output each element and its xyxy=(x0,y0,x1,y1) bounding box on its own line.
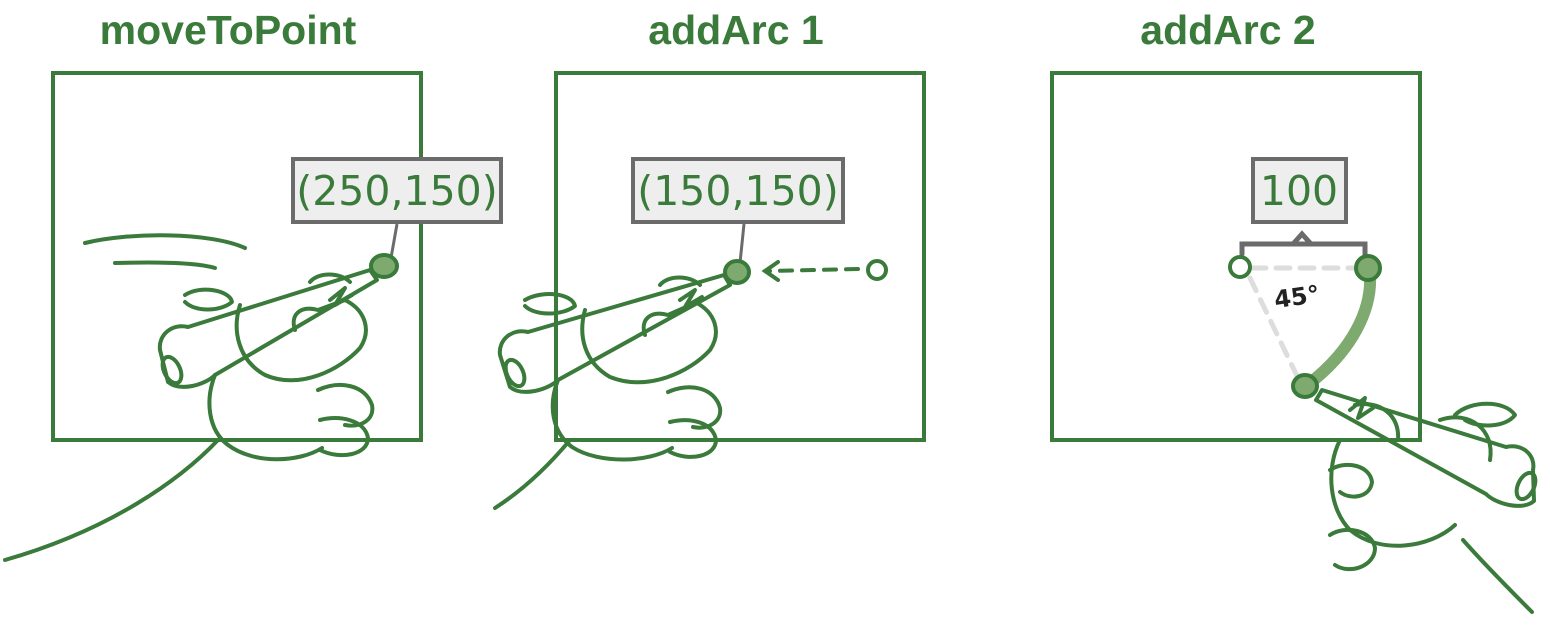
panel-move-to-point: moveToPoint (250,150) xyxy=(3,7,503,562)
arc-tangent-marker xyxy=(1354,254,1382,282)
radius-label: 100 xyxy=(1260,167,1338,215)
leader-line xyxy=(738,223,746,264)
coordinate-label-box xyxy=(291,157,503,224)
radius-label-box xyxy=(1251,157,1348,224)
coordinate-label: (250,150) xyxy=(296,167,498,215)
arc-start-marker xyxy=(1228,255,1252,279)
hand-drawing-icon xyxy=(3,268,379,562)
construction-lines xyxy=(1247,265,1358,381)
drawn-arc xyxy=(1304,269,1377,389)
coordinate-label-box xyxy=(631,157,845,224)
point-marker xyxy=(723,259,751,285)
leader-line xyxy=(389,223,399,259)
motion-lines xyxy=(83,233,247,270)
angle-label: 45° xyxy=(1272,280,1321,314)
point-marker xyxy=(369,253,399,279)
panel-title-add-arc-2: addArc 2 xyxy=(1140,7,1315,53)
dashed-arrow xyxy=(761,260,860,282)
panel-add-arc-1: addArc 1 (150,150) xyxy=(493,7,926,510)
hand-drawing-icon xyxy=(493,273,732,510)
panel-add-arc-2: addArc 2 45° xyxy=(1050,7,1538,614)
panel-title-move-to-point: moveToPoint xyxy=(100,7,357,53)
canvas-frame xyxy=(554,71,926,442)
hand-drawing-icon xyxy=(1314,388,1538,614)
coordinate-label: (150,150) xyxy=(637,167,839,215)
point-marker xyxy=(1291,373,1319,399)
canvas-frame xyxy=(1050,71,1422,442)
panel-title-add-arc-1: addArc 1 xyxy=(648,7,823,53)
radius-bracket xyxy=(1239,230,1368,257)
start-point-marker xyxy=(866,259,888,281)
canvas-frame xyxy=(51,71,423,442)
